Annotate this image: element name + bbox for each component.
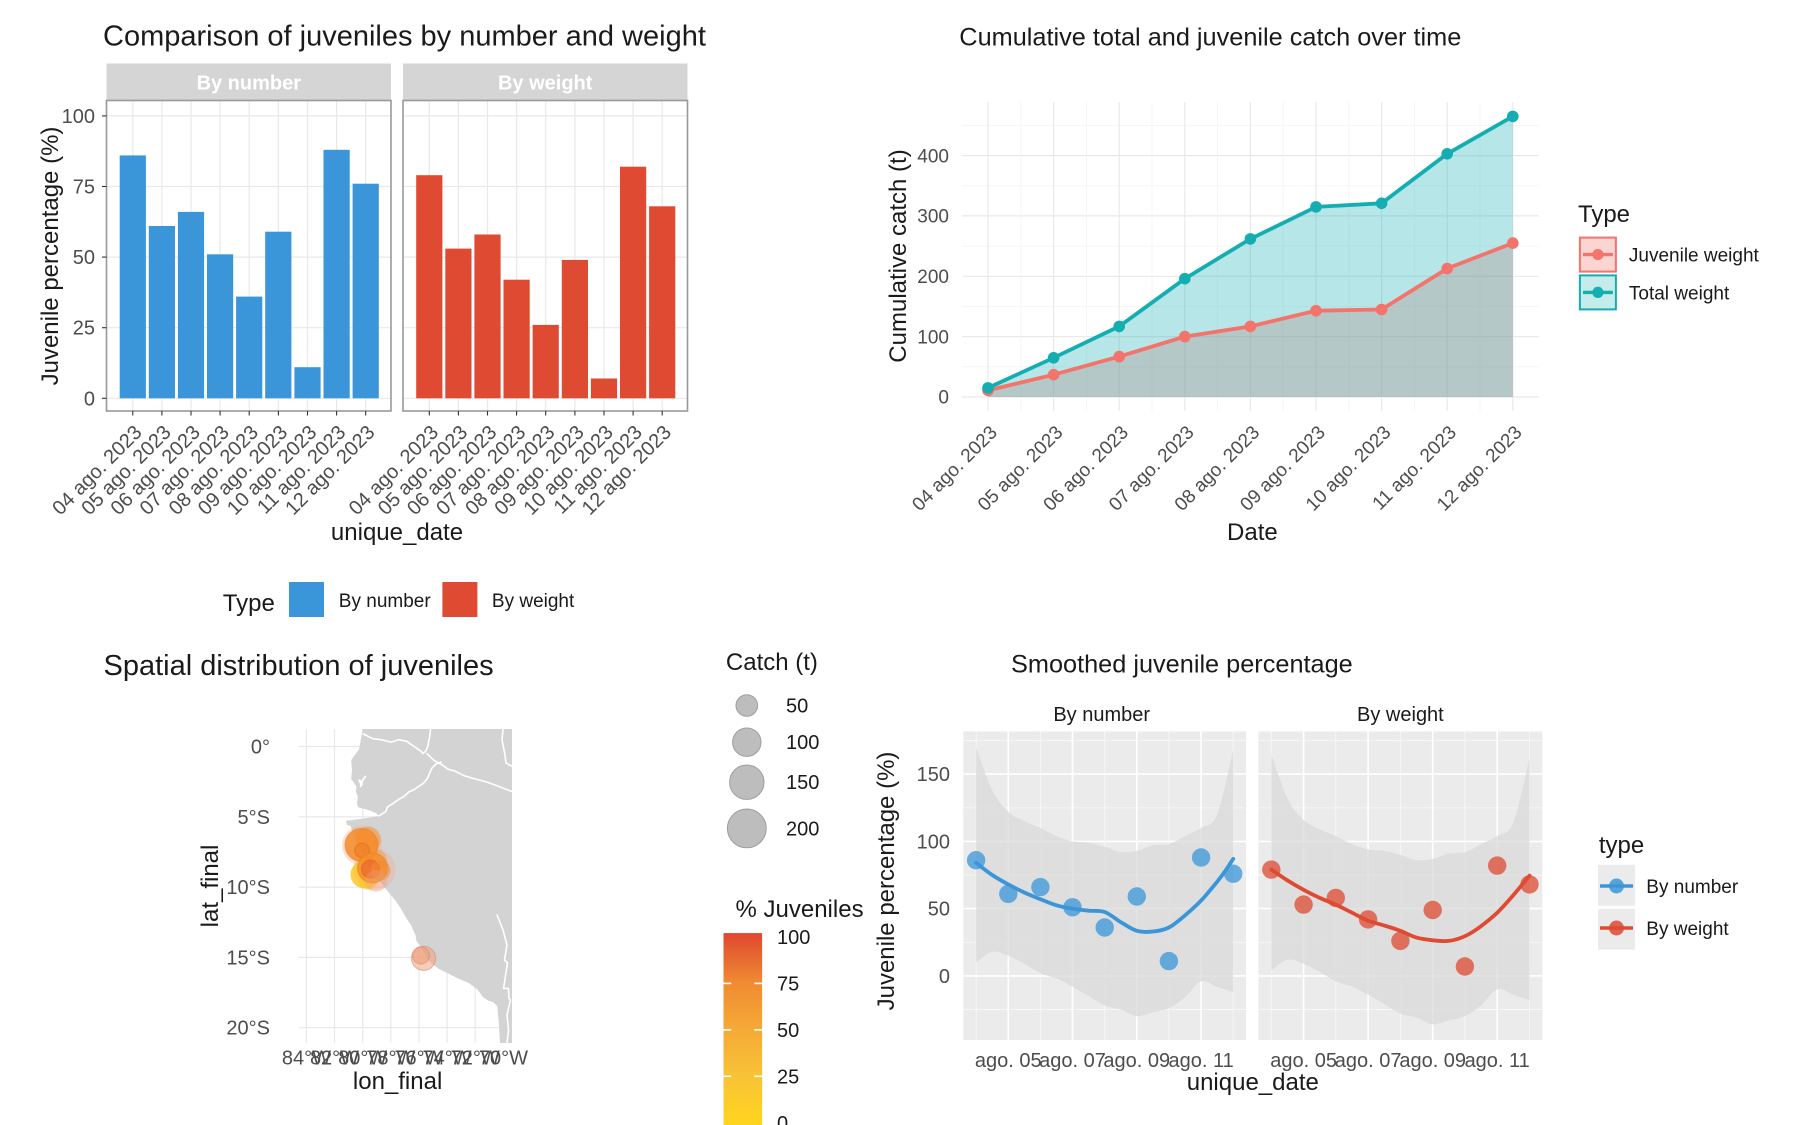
svg-text:unique_date: unique_date [1187, 1069, 1319, 1096]
svg-text:0: 0 [84, 388, 95, 410]
svg-text:ago. 09: ago. 09 [1399, 1050, 1466, 1072]
svg-text:0: 0 [777, 1113, 788, 1125]
svg-text:76°W: 76°W [394, 1048, 443, 1070]
svg-text:50: 50 [777, 1020, 799, 1042]
svg-text:By number: By number [1053, 704, 1150, 726]
svg-text:unique_date: unique_date [331, 519, 463, 546]
svg-text:84°W: 84°W [282, 1048, 331, 1070]
svg-text:50: 50 [786, 696, 808, 718]
svg-text:70°W: 70°W [479, 1048, 528, 1070]
svg-text:78°W: 78°W [366, 1048, 415, 1070]
svg-text:75: 75 [73, 177, 95, 199]
svg-text:ago. 05: ago. 05 [1270, 1050, 1337, 1072]
svg-text:200: 200 [917, 267, 949, 288]
svg-text:0°: 0° [251, 737, 270, 759]
svg-text:300: 300 [917, 207, 949, 228]
svg-text:Comparison of juveniles by num: Comparison of juveniles by number and we… [103, 20, 706, 52]
svg-text:100: 100 [62, 106, 95, 128]
svg-text:20°S: 20°S [226, 1018, 270, 1040]
svg-text:Smoothed juvenile percentage: Smoothed juvenile percentage [1011, 650, 1353, 678]
svg-text:Date: Date [1227, 519, 1278, 546]
svg-text:100: 100 [917, 327, 949, 348]
svg-text:100: 100 [917, 831, 950, 853]
svg-text:25: 25 [73, 318, 95, 340]
svg-text:5°S: 5°S [238, 807, 270, 829]
svg-text:0: 0 [939, 966, 950, 988]
svg-text:lat_final: lat_final [197, 845, 224, 928]
svg-text:10°S: 10°S [226, 877, 270, 899]
svg-text:% Juveniles: % Juveniles [736, 896, 864, 923]
svg-text:ago. 07: ago. 07 [1335, 1050, 1402, 1072]
svg-text:Type: Type [223, 590, 275, 617]
svg-text:100: 100 [786, 732, 819, 754]
svg-text:74°W: 74°W [423, 1048, 472, 1070]
svg-text:150: 150 [786, 772, 819, 794]
svg-text:0: 0 [938, 388, 949, 409]
svg-text:By number: By number [1646, 877, 1739, 898]
svg-text:150: 150 [917, 764, 950, 786]
svg-text:400: 400 [917, 146, 949, 167]
svg-text:80°W: 80°W [338, 1048, 387, 1070]
svg-text:50: 50 [73, 247, 95, 269]
svg-text:200: 200 [786, 818, 819, 840]
svg-text:ago. 09: ago. 09 [1103, 1050, 1170, 1072]
svg-text:Juvenile percentage (%): Juvenile percentage (%) [873, 752, 900, 1011]
svg-text:Juvenile percentage (%): Juvenile percentage (%) [37, 127, 64, 386]
svg-text:Spatial distribution of juveni: Spatial distribution of juveniles [104, 650, 494, 682]
svg-text:By number: By number [197, 73, 302, 95]
svg-text:72°W: 72°W [451, 1048, 500, 1070]
svg-text:By number: By number [339, 591, 432, 612]
svg-text:By weight: By weight [1646, 919, 1729, 940]
svg-text:Total weight: Total weight [1629, 283, 1730, 304]
svg-text:By weight: By weight [1357, 704, 1444, 726]
svg-text:Juvenile weight: Juvenile weight [1629, 246, 1760, 267]
svg-text:lon_final: lon_final [353, 1068, 442, 1095]
svg-text:15°S: 15°S [226, 947, 270, 969]
svg-text:ago. 07: ago. 07 [1039, 1050, 1106, 1072]
svg-text:Cumulative catch (t): Cumulative catch (t) [885, 149, 912, 362]
svg-text:25: 25 [777, 1066, 799, 1088]
svg-text:By weight: By weight [492, 591, 575, 612]
svg-text:50: 50 [928, 899, 950, 921]
svg-text:75: 75 [777, 973, 799, 995]
svg-text:Type: Type [1578, 201, 1630, 228]
svg-text:82°W: 82°W [310, 1048, 359, 1070]
svg-text:Cumulative total and juvenile: Cumulative total and juvenile catch over… [959, 23, 1461, 51]
svg-text:ago. 05: ago. 05 [975, 1050, 1042, 1072]
svg-text:Catch (t): Catch (t) [726, 649, 818, 676]
svg-text:By weight: By weight [498, 73, 593, 95]
svg-text:ago. 11: ago. 11 [1465, 1050, 1530, 1072]
svg-text:ago. 11: ago. 11 [1168, 1050, 1233, 1072]
svg-text:type: type [1599, 832, 1644, 859]
svg-text:100: 100 [777, 927, 810, 949]
